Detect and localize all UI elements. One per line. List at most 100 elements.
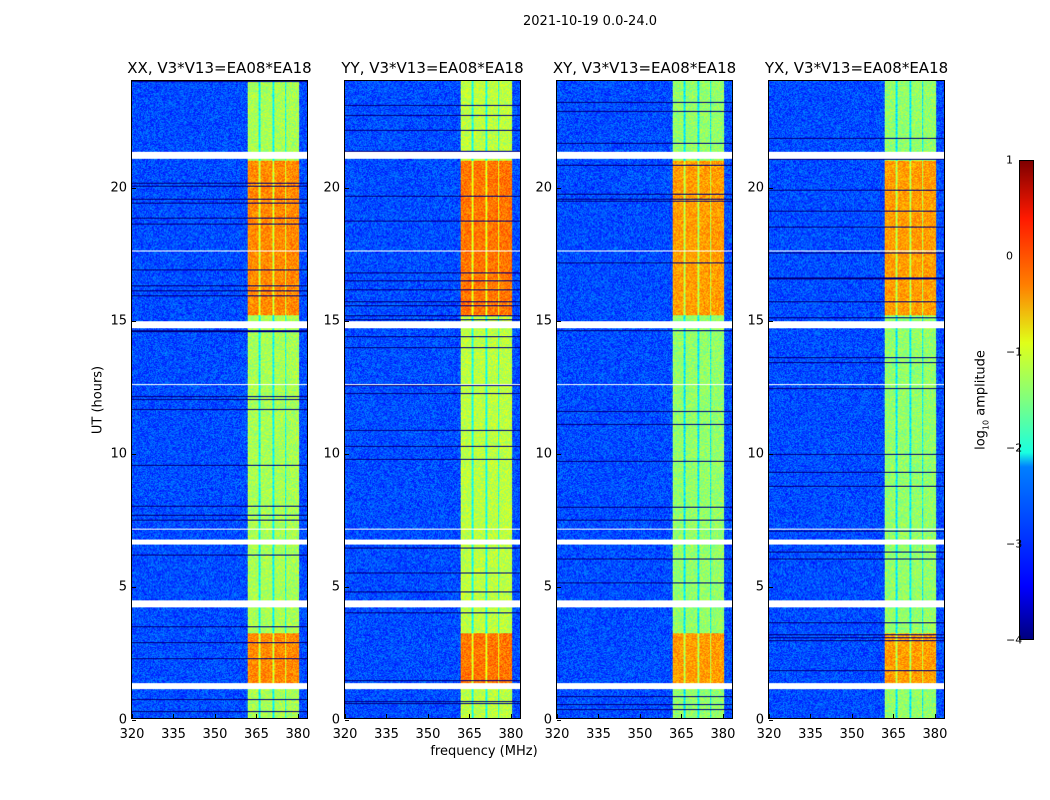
x-tick-mark [598,714,600,718]
waterfall-image [345,81,520,718]
x-tick-label: 335 [161,727,186,742]
y-tick-mark [769,453,773,455]
y-tick-mark [132,720,136,721]
y-tick-label: 10 [747,446,764,462]
y-tick-label: 15 [747,313,764,329]
y-axis-label: UT (hours) [90,365,106,435]
y-tick-mark [132,586,136,588]
x-axis-label: frequency (MHz) [430,744,538,759]
y-tick-label: 0 [755,712,764,728]
y-tick-label: 15 [535,313,552,329]
x-tick-mark [722,714,724,718]
y-tick-mark [557,720,561,721]
y-tick-mark [132,320,136,322]
y-tick-mark [557,586,561,588]
x-tick-mark [345,714,346,718]
colorbar-tick-label: 0 [1006,249,1013,263]
y-tick-label: 5 [118,579,127,595]
waterfall-image [557,81,732,718]
y-tick-label: 20 [323,180,340,195]
x-tick-label: 380 [498,727,524,742]
x-tick-mark [469,714,471,718]
y-tick-label: 20 [110,180,127,195]
y-tick-label: 20 [535,180,552,195]
x-tick-mark [173,714,175,718]
x-tick-label: 380 [285,727,311,742]
x-tick-label: 320 [119,727,145,742]
y-tick-mark [132,187,136,189]
colorbar-tick-label: 1 [1006,153,1013,167]
y-tick-mark [132,453,136,455]
x-tick-mark [769,714,770,718]
x-tick-label: 350 [839,727,865,742]
x-tick-mark [214,714,216,718]
y-tick-mark [345,320,349,322]
x-tick-mark [132,714,133,718]
x-tick-label: 365 [244,727,269,742]
x-tick-label: 350 [202,727,228,742]
y-tick-mark [557,320,561,322]
x-tick-label: 365 [457,727,482,742]
y-tick-mark [769,586,773,588]
waterfall-panel-0: XX, V3*V13=EA08*EA18 320 335 350 365 380 0 5 10 1… [110,59,311,742]
y-tick-label: 5 [331,579,340,595]
y-tick-mark [345,720,349,721]
x-tick-label: 335 [586,727,611,742]
y-tick-label: 0 [118,712,127,728]
waterfall-panel-1: YY, V3*V13=EA08*EA18 320 335 350 365 380 0 5 10 1… [323,59,523,742]
x-tick-mark [297,714,299,718]
y-tick-mark [345,586,349,588]
colorbar-tick-label: −4 [1006,633,1023,647]
x-tick-label: 335 [798,727,823,742]
y-tick-mark [557,453,561,455]
y-tick-label: 0 [331,712,340,728]
y-tick-mark [769,187,773,189]
waterfall-image [132,81,307,718]
x-tick-label: 365 [881,727,906,742]
x-tick-mark [681,714,683,718]
x-tick-mark [851,714,853,718]
waterfall-image [769,81,944,718]
y-tick-mark [769,320,773,322]
y-tick-label: 5 [755,579,764,595]
y-tick-label: 15 [323,313,340,329]
x-tick-label: 350 [627,727,653,742]
panel-title: XY, V3*V13=EA08*EA18 [552,59,737,77]
colorbar [1019,160,1034,640]
figure-title: 2021-10-19 0.0-24.0 [523,14,657,29]
panel-title: YX, V3*V13=EA08*EA18 [764,59,949,77]
x-tick-label: 320 [756,727,782,742]
x-tick-label: 380 [710,727,736,742]
y-tick-label: 10 [323,446,340,462]
y-tick-label: 5 [543,579,552,595]
x-tick-mark [934,714,936,718]
y-tick-mark [345,187,349,189]
y-tick-label: 20 [747,180,764,195]
x-tick-label: 365 [669,727,694,742]
x-tick-label: 380 [922,727,948,742]
panel-title: XX, V3*V13=EA08*EA18 [127,59,312,77]
x-tick-mark [639,714,641,718]
y-tick-label: 10 [110,446,127,462]
waterfall-panel-2: XY, V3*V13=EA08*EA18 320 335 350 365 380 0 5 10 1… [535,59,736,742]
x-tick-mark [557,714,558,718]
y-tick-label: 15 [110,313,127,329]
x-tick-label: 335 [374,727,399,742]
x-tick-mark [427,714,429,718]
x-tick-mark [893,714,895,718]
x-tick-label: 350 [415,727,441,742]
colorbar-label: log10 amplitude [973,350,991,450]
y-tick-mark [769,720,773,721]
y-tick-label: 10 [535,446,552,462]
x-tick-label: 320 [332,727,358,742]
panel-title: YY, V3*V13=EA08*EA18 [341,59,524,77]
waterfall-panel-3: YX, V3*V13=EA08*EA18 320 335 350 365 380 0 5 10 1… [747,59,948,742]
colorbar-tick-label: −2 [1006,441,1023,455]
x-tick-mark [386,714,388,718]
x-tick-label: 320 [544,727,570,742]
x-tick-mark [510,714,512,718]
x-tick-mark [810,714,812,718]
y-tick-label: 0 [543,712,552,728]
x-tick-mark [256,714,258,718]
